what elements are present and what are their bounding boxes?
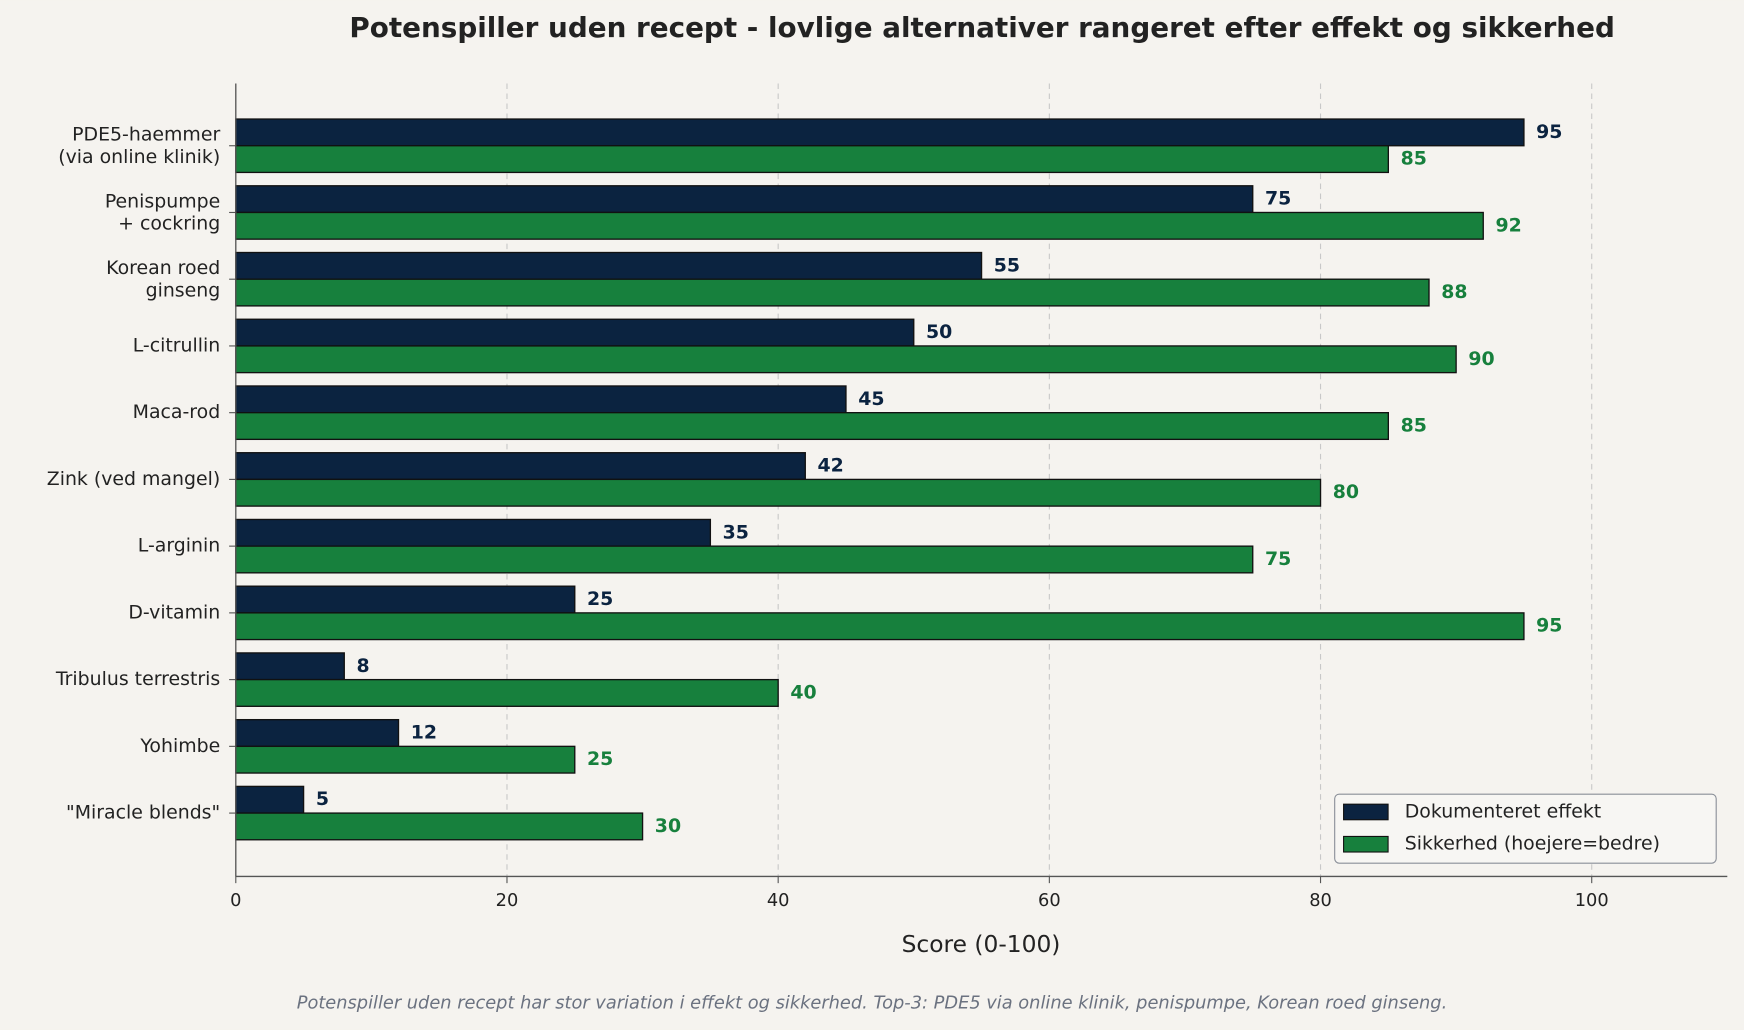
value-label: 95 [1536, 615, 1562, 637]
value-label: 85 [1401, 148, 1427, 170]
x-tick-label: 80 [1309, 890, 1332, 911]
legend-label: Dokumenteret effekt [1405, 800, 1601, 822]
y-tick-label: Maca-rod [133, 401, 221, 423]
y-tick-label: L-arginin [138, 535, 220, 557]
y-tick-label: PDE5-haemmer (via online klinik) [58, 123, 220, 167]
bar [235, 518, 712, 547]
legend-box [1334, 793, 1717, 864]
value-label: 95 [1536, 121, 1562, 143]
value-label: 80 [1333, 481, 1359, 503]
x-tick-label: 60 [1038, 890, 1061, 911]
bar [235, 745, 576, 774]
bar [235, 785, 305, 814]
y-tick-label: Korean roed ginseng [106, 257, 220, 301]
bar [235, 385, 847, 414]
bar [235, 145, 1390, 174]
x-tick-label: 100 [1575, 890, 1609, 911]
bar [235, 318, 915, 347]
x-tick-label: 20 [496, 890, 519, 911]
value-label: 75 [1265, 188, 1291, 210]
value-label: 5 [316, 788, 329, 810]
value-label: 85 [1401, 415, 1427, 437]
value-label: 55 [994, 254, 1020, 276]
bar [235, 345, 1457, 374]
value-label: 92 [1495, 214, 1521, 236]
value-label: 40 [790, 681, 816, 703]
y-tick-label: Zink (ved mangel) [47, 468, 220, 490]
bar [235, 412, 1390, 441]
y-tick-label: "Miracle blends" [66, 802, 220, 824]
bar [235, 585, 576, 614]
value-label: 25 [587, 588, 613, 610]
bar [235, 678, 779, 707]
value-label: 75 [1265, 548, 1291, 570]
value-label: 88 [1441, 281, 1467, 303]
bar [235, 612, 1525, 641]
x-axis-label: Score (0-100) [902, 930, 1061, 958]
bar [235, 812, 644, 841]
legend-label: Sikkerhed (hoejere=bedre) [1405, 833, 1660, 855]
bar [235, 278, 1430, 307]
value-label: 8 [357, 655, 370, 677]
y-tick-label: Tribulus terrestris [55, 668, 220, 690]
y-tick-label: Yohimbe [139, 735, 220, 757]
x-tick-label: 0 [230, 890, 241, 911]
y-tick-label: Penispumpe + cockring [105, 190, 220, 234]
value-label: 42 [818, 455, 844, 477]
legend-swatch [1343, 803, 1389, 821]
value-label: 35 [723, 521, 749, 543]
legend-swatch [1343, 835, 1389, 853]
y-tick-label: L-citrullin [133, 334, 221, 356]
chart-title: Potenspiller uden recept - lovlige alter… [349, 11, 1614, 44]
value-label: 12 [411, 721, 437, 743]
value-label: 90 [1468, 348, 1494, 370]
value-label: 45 [858, 388, 884, 410]
value-label: 30 [655, 815, 681, 837]
bar [235, 251, 983, 280]
bar [235, 545, 1254, 574]
footnote: Potenspiller uden recept har stor variat… [297, 992, 1448, 1013]
bar [235, 118, 1525, 147]
value-label: 50 [926, 321, 952, 343]
bar [235, 211, 1484, 240]
x-tick-label: 40 [767, 890, 790, 911]
value-label: 25 [587, 748, 613, 770]
bar [235, 452, 806, 481]
bar [235, 652, 345, 681]
bar [235, 185, 1254, 214]
y-tick-label: D-vitamin [128, 601, 220, 623]
bar [235, 718, 400, 748]
bar [235, 478, 1322, 507]
